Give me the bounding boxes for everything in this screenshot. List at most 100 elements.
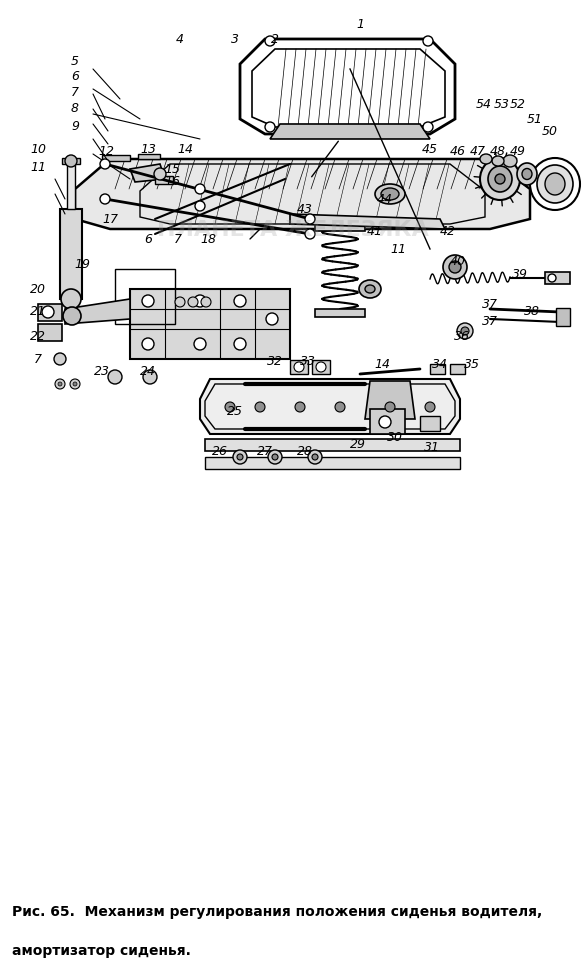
Text: 36: 36 [454,330,470,343]
Circle shape [100,194,110,205]
Ellipse shape [537,166,573,204]
Circle shape [305,230,315,239]
Bar [430,364,445,374]
Text: 17: 17 [102,213,118,227]
Circle shape [70,380,80,390]
Circle shape [108,370,122,385]
Text: 5: 5 [71,56,79,68]
Polygon shape [130,290,290,360]
Bar [545,273,570,284]
Text: 38: 38 [524,305,540,319]
Polygon shape [290,215,445,230]
Text: 47: 47 [470,146,486,158]
Text: 27: 27 [257,446,273,458]
Text: 3: 3 [231,33,239,47]
Text: 26: 26 [212,446,228,458]
Circle shape [266,314,278,325]
Text: 10: 10 [30,144,46,156]
Polygon shape [38,324,62,342]
Text: 53: 53 [494,99,510,111]
Text: ПЛАНЕТА ЖЕЛЕЗЯКА: ПЛАНЕТА ЖЕЛЕЗЯКА [157,220,429,239]
Text: амортизатор сиденья.: амортизатор сиденья. [12,943,191,956]
Circle shape [423,37,433,47]
Ellipse shape [492,157,504,167]
Circle shape [54,354,66,365]
Circle shape [234,339,246,351]
Text: 11: 11 [30,161,46,174]
Text: 6: 6 [71,70,79,83]
Circle shape [255,403,265,412]
Bar [290,361,308,374]
Ellipse shape [517,164,537,186]
Text: 7: 7 [34,353,42,366]
Bar [138,154,160,160]
Text: 4: 4 [176,33,184,47]
Circle shape [175,298,185,308]
Bar [62,159,80,165]
Polygon shape [200,380,460,435]
Ellipse shape [365,285,375,294]
Circle shape [443,256,467,279]
Text: 40: 40 [450,255,466,269]
Circle shape [449,262,461,274]
Text: 51: 51 [527,113,543,126]
Text: 7: 7 [71,86,79,100]
Bar [155,177,173,185]
Text: Рис. 65.  Механизм регулирования положения сиденья водителя,: Рис. 65. Механизм регулирования положени… [12,904,542,917]
Circle shape [63,308,81,325]
Circle shape [195,202,205,212]
Text: 1: 1 [356,19,364,31]
Bar [205,457,460,470]
Circle shape [55,380,65,390]
Text: 20: 20 [30,283,46,296]
Polygon shape [252,50,445,128]
Bar [556,309,570,326]
Ellipse shape [545,174,565,195]
Text: 44: 44 [377,193,393,206]
Ellipse shape [522,169,532,181]
Circle shape [272,454,278,460]
Text: 35: 35 [464,359,480,371]
Circle shape [61,290,81,310]
Ellipse shape [495,175,505,185]
Polygon shape [65,300,130,324]
Circle shape [142,296,154,308]
Polygon shape [130,165,165,183]
Text: 29: 29 [350,438,366,451]
Text: 30: 30 [387,431,403,444]
Text: 54: 54 [476,99,492,111]
Text: 45: 45 [422,144,438,156]
Text: 7: 7 [174,234,182,246]
Text: 11: 11 [390,243,406,256]
Circle shape [65,155,77,168]
Circle shape [188,298,198,308]
Circle shape [194,296,206,308]
Bar [450,364,465,374]
Ellipse shape [381,189,399,201]
Text: 22: 22 [30,330,46,343]
Circle shape [308,450,322,464]
Circle shape [294,362,304,372]
Circle shape [234,296,246,308]
Text: 50: 50 [542,125,558,139]
Polygon shape [38,305,62,321]
Text: 46: 46 [450,146,466,158]
Circle shape [58,383,62,387]
Circle shape [305,215,315,225]
Text: 15: 15 [164,163,180,176]
Text: 52: 52 [510,99,526,111]
Circle shape [461,327,469,336]
Ellipse shape [480,154,492,165]
Text: 18: 18 [200,234,216,246]
Polygon shape [270,125,430,140]
Text: 33: 33 [300,355,316,368]
Text: 37: 37 [482,316,498,328]
Circle shape [316,362,326,372]
Text: 37: 37 [482,298,498,311]
Polygon shape [240,40,455,135]
Ellipse shape [503,155,517,168]
Text: 14: 14 [177,144,193,156]
Text: 6: 6 [144,234,152,246]
Circle shape [237,454,243,460]
Text: 8: 8 [71,103,79,115]
